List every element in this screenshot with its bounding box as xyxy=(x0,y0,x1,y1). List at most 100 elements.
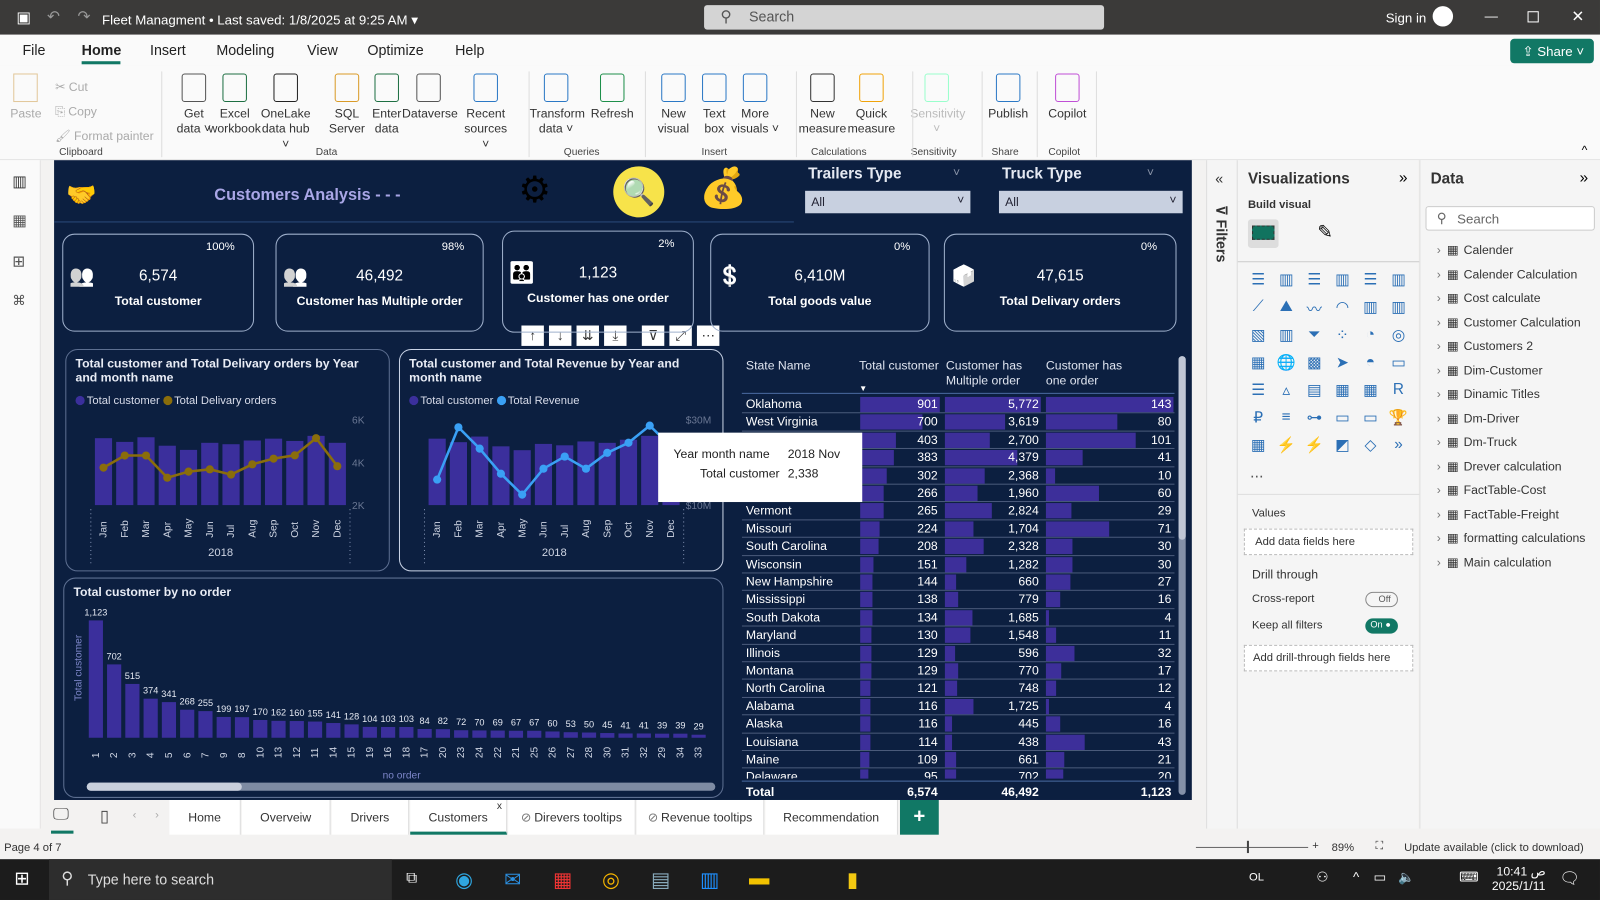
table-row[interactable]: South Carolina 208 2,328 30 xyxy=(741,538,1175,556)
bar[interactable] xyxy=(326,723,341,738)
line-point[interactable] xyxy=(205,465,214,474)
bar[interactable] xyxy=(179,449,198,506)
data-table-item[interactable]: › ▦ Calender Calculation xyxy=(1437,267,1578,281)
bar[interactable] xyxy=(472,730,487,738)
card-icon[interactable]: ▭ xyxy=(1391,354,1406,372)
line-point[interactable] xyxy=(539,464,548,473)
sign-in-link[interactable]: Sign in xyxy=(1385,10,1427,26)
fields-tab-icon[interactable] xyxy=(1247,219,1279,248)
kpi-card[interactable]: 📦 0% 47,615 Total Delivary orders xyxy=(943,233,1177,332)
table-row[interactable]: Alaska 116 445 16 xyxy=(741,715,1175,734)
data-table-item[interactable]: › ▦ FactTable-Cost xyxy=(1437,483,1546,497)
bar[interactable] xyxy=(417,728,432,738)
ribbon-button-get-data-[interactable]: Get data ˅ xyxy=(167,73,220,136)
bar[interactable] xyxy=(161,702,177,738)
data-table-item[interactable]: › ▦ Dm-Driver xyxy=(1437,411,1520,425)
table-row[interactable]: Oklahoma 901 5,772 143 xyxy=(741,396,1175,414)
drill-down-icon[interactable]: ↓ xyxy=(548,325,572,346)
power-automate-icon[interactable]: » xyxy=(1394,435,1403,454)
undo-icon[interactable]: ↶ xyxy=(46,8,60,26)
chart-customer-delivery[interactable]: Total customer and Total Delivary orders… xyxy=(65,348,390,572)
page-tab-customers[interactable]: Customers x xyxy=(410,799,508,835)
ribbon-button-copilot-[interactable]: Copilot xyxy=(1041,73,1094,121)
filters-pane[interactable]: « ⊽ Filters xyxy=(1206,160,1237,829)
page-tab-direvers-tooltips[interactable]: ⊘ Direvers tooltips xyxy=(508,799,636,835)
format-painter-button[interactable]: 🖌 Format painter xyxy=(55,128,154,143)
slicer-dropdown[interactable]: All ˅ xyxy=(805,190,971,214)
line-point[interactable] xyxy=(184,467,193,476)
bar[interactable] xyxy=(636,733,651,738)
page-tab-overveiw[interactable]: Overveiw xyxy=(241,799,331,835)
data-table-item[interactable]: › ▦ Dim-Customer xyxy=(1437,363,1543,377)
ribbon-button-sensitivity-[interactable]: Sensitivity ˅ xyxy=(910,73,965,136)
table-row[interactable]: Delaware 95 702 20 xyxy=(742,769,1175,779)
battery-icon[interactable]: ▭ xyxy=(1373,869,1387,885)
100-column-icon[interactable]: ▥ xyxy=(1391,271,1406,289)
table-scrollbar[interactable] xyxy=(1178,356,1186,795)
bar[interactable] xyxy=(581,732,597,738)
metric-card-icon[interactable]: ⚡ xyxy=(1276,436,1296,455)
zoom-slider[interactable] xyxy=(1195,846,1309,848)
line-point[interactable] xyxy=(290,451,299,460)
ribbon-button-enter-data[interactable]: Enter data xyxy=(360,73,413,136)
menu-home[interactable]: Home xyxy=(81,41,122,59)
kpi-card[interactable]: 👥 98% 46,492 Customer has Multiple order xyxy=(275,233,484,332)
scrollbar-thumb[interactable] xyxy=(86,782,242,791)
chevron-up-icon[interactable]: ^ xyxy=(1353,869,1360,885)
bar[interactable] xyxy=(253,719,268,738)
expand-next-level-icon[interactable]: ⇊ xyxy=(576,325,599,346)
bar[interactable] xyxy=(600,733,615,738)
data-table-item[interactable]: › ▦ Dm-Truck xyxy=(1437,435,1517,449)
bar[interactable] xyxy=(107,664,122,738)
bar[interactable] xyxy=(673,733,688,738)
app-icon[interactable]: ▤ xyxy=(651,869,671,892)
mobile-layout-icon[interactable]: ▯ xyxy=(99,808,109,826)
powerapps-icon[interactable]: ◇ xyxy=(1364,436,1377,455)
share-button[interactable]: ⇪ Share ˅ xyxy=(1510,38,1594,64)
data-table-item[interactable]: › ▦ Dinamic Titles xyxy=(1437,387,1540,401)
ribbon-button-recent-sources-[interactable]: Recent sources ˅ xyxy=(459,73,512,152)
collapse-icon[interactable]: « xyxy=(1215,170,1224,187)
chevron-down-icon[interactable]: ˅ xyxy=(1146,165,1155,180)
copy-button[interactable]: ⎘ Copy xyxy=(55,104,97,119)
people-icon[interactable]: ⚇ xyxy=(1316,869,1329,885)
line-point[interactable] xyxy=(581,464,591,473)
ribbon-button-sql-server[interactable]: SQL Server xyxy=(320,73,373,136)
bar[interactable] xyxy=(545,731,560,738)
horizontal-scrollbar[interactable] xyxy=(86,782,716,791)
cross-report-toggle[interactable]: Off xyxy=(1365,591,1398,608)
column-header[interactable]: Total customer xyxy=(859,358,939,373)
ribbon-button-more-visuals-[interactable]: More visuals ˅ xyxy=(729,73,782,136)
zoom-slider-thumb[interactable] xyxy=(1246,840,1249,854)
bar[interactable] xyxy=(198,711,213,738)
waterfall-like-icon[interactable]: ▧ xyxy=(1250,326,1266,344)
bar[interactable] xyxy=(328,442,346,506)
button-slicer-icon[interactable]: ⚡ xyxy=(1304,436,1324,455)
close-tab-icon[interactable]: x xyxy=(496,801,503,813)
redo-icon[interactable]: ↷ xyxy=(77,8,91,26)
line-point[interactable] xyxy=(433,475,442,484)
bar[interactable] xyxy=(116,441,134,506)
clustered-column-icon[interactable]: ▥ xyxy=(1335,271,1350,289)
bar[interactable] xyxy=(618,733,633,738)
bar[interactable] xyxy=(577,441,595,506)
filled-map-icon[interactable]: ▩ xyxy=(1307,354,1322,372)
page-tab-revenue-tooltips[interactable]: ⊘ Revenue tooltips xyxy=(636,799,765,835)
map-icon[interactable]: 🌐 xyxy=(1276,354,1296,372)
windows-start-icon[interactable]: ⊞ xyxy=(14,868,30,889)
bar[interactable] xyxy=(508,730,524,738)
key-influencers-icon[interactable]: ≡ xyxy=(1281,408,1291,426)
data-table-item[interactable]: › ▦ Main calculation xyxy=(1437,555,1552,569)
line-point[interactable] xyxy=(496,469,506,478)
multi-row-card-icon[interactable]: ☰ xyxy=(1251,381,1266,399)
bar[interactable] xyxy=(454,730,469,738)
table-row[interactable]: 266 1,960 60 xyxy=(741,485,1175,503)
table-row[interactable]: Mississippi 138 779 16 xyxy=(741,591,1175,609)
bar[interactable] xyxy=(428,438,446,506)
bar[interactable] xyxy=(619,439,638,506)
mail-icon[interactable]: ✉ xyxy=(504,869,522,892)
stacked-column-icon[interactable]: ▥ xyxy=(1278,271,1294,289)
menu-optimize[interactable]: Optimize xyxy=(367,41,424,59)
funnel-icon[interactable]: ⏷ xyxy=(1308,325,1321,343)
bar[interactable] xyxy=(201,442,219,506)
